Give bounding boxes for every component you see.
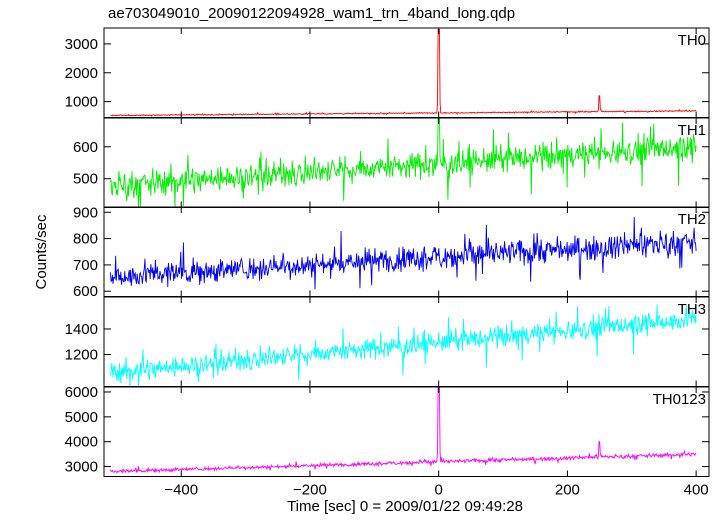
y-tick-label: 4000 xyxy=(65,434,98,451)
y-tick-label: 1000 xyxy=(65,94,98,111)
series-line-th3 xyxy=(109,304,697,387)
x-tick-label: −400 xyxy=(164,482,198,499)
y-tick-label: 600 xyxy=(73,283,98,300)
y-tick-label: 1400 xyxy=(65,321,98,338)
x-tick-label: −200 xyxy=(293,482,327,499)
panel-th3: TH3 1200 1400 xyxy=(65,296,710,387)
panel-frame xyxy=(103,386,710,477)
x-tick-label: 200 xyxy=(555,482,580,499)
x-ticks-layer: −400 −200 0 200 400 xyxy=(164,482,708,499)
panel-th1: TH1 500 600 xyxy=(73,117,710,208)
x-tick-label: 0 xyxy=(435,482,443,499)
y-tick-label: 1200 xyxy=(65,347,98,364)
y-tick-label: 2000 xyxy=(65,65,98,82)
panel-label-th1: TH1 xyxy=(678,122,706,139)
panel-label-th0123: TH0123 xyxy=(653,391,706,408)
y-tick-label: 3000 xyxy=(65,36,98,53)
y-tick-label: 5000 xyxy=(65,409,98,426)
chart-title: ae703049010_20090122094928_wam1_trn_4ban… xyxy=(108,5,515,22)
panel-th0: TH0 1000 2000 3000 xyxy=(65,27,710,118)
y-tick-label: 900 xyxy=(73,204,98,221)
x-axis-label: Time [sec] 0 = 2009/01/22 09:49:28 xyxy=(287,498,523,515)
panel-th2: TH2 600 700 800 900 xyxy=(73,204,710,300)
series-line-th2 xyxy=(109,217,697,290)
y-tick-label: 700 xyxy=(73,257,98,274)
x-tick-label: 400 xyxy=(684,482,709,499)
y-tick-label: 3000 xyxy=(65,459,98,476)
series-line-th0 xyxy=(110,28,697,117)
y-axis-label: Counts/sec xyxy=(33,214,50,290)
panel-label-th3: TH3 xyxy=(678,301,706,318)
y-tick-label: 6000 xyxy=(65,384,98,401)
panel-label-th0: TH0 xyxy=(678,32,706,49)
panel-th0123: TH0123 3000 4000 5000 6000 xyxy=(65,384,710,477)
y-tick-label: 600 xyxy=(73,139,98,156)
panel-label-th2: TH2 xyxy=(678,211,706,228)
y-tick-label: 800 xyxy=(73,231,98,248)
series-line-th1 xyxy=(110,117,697,208)
series-line-th0123 xyxy=(110,386,697,474)
panels-layer: TH0100020003000TH1500600TH2600700800900T… xyxy=(65,27,710,477)
panel-frame xyxy=(103,27,710,118)
y-tick-label: 500 xyxy=(73,171,98,188)
